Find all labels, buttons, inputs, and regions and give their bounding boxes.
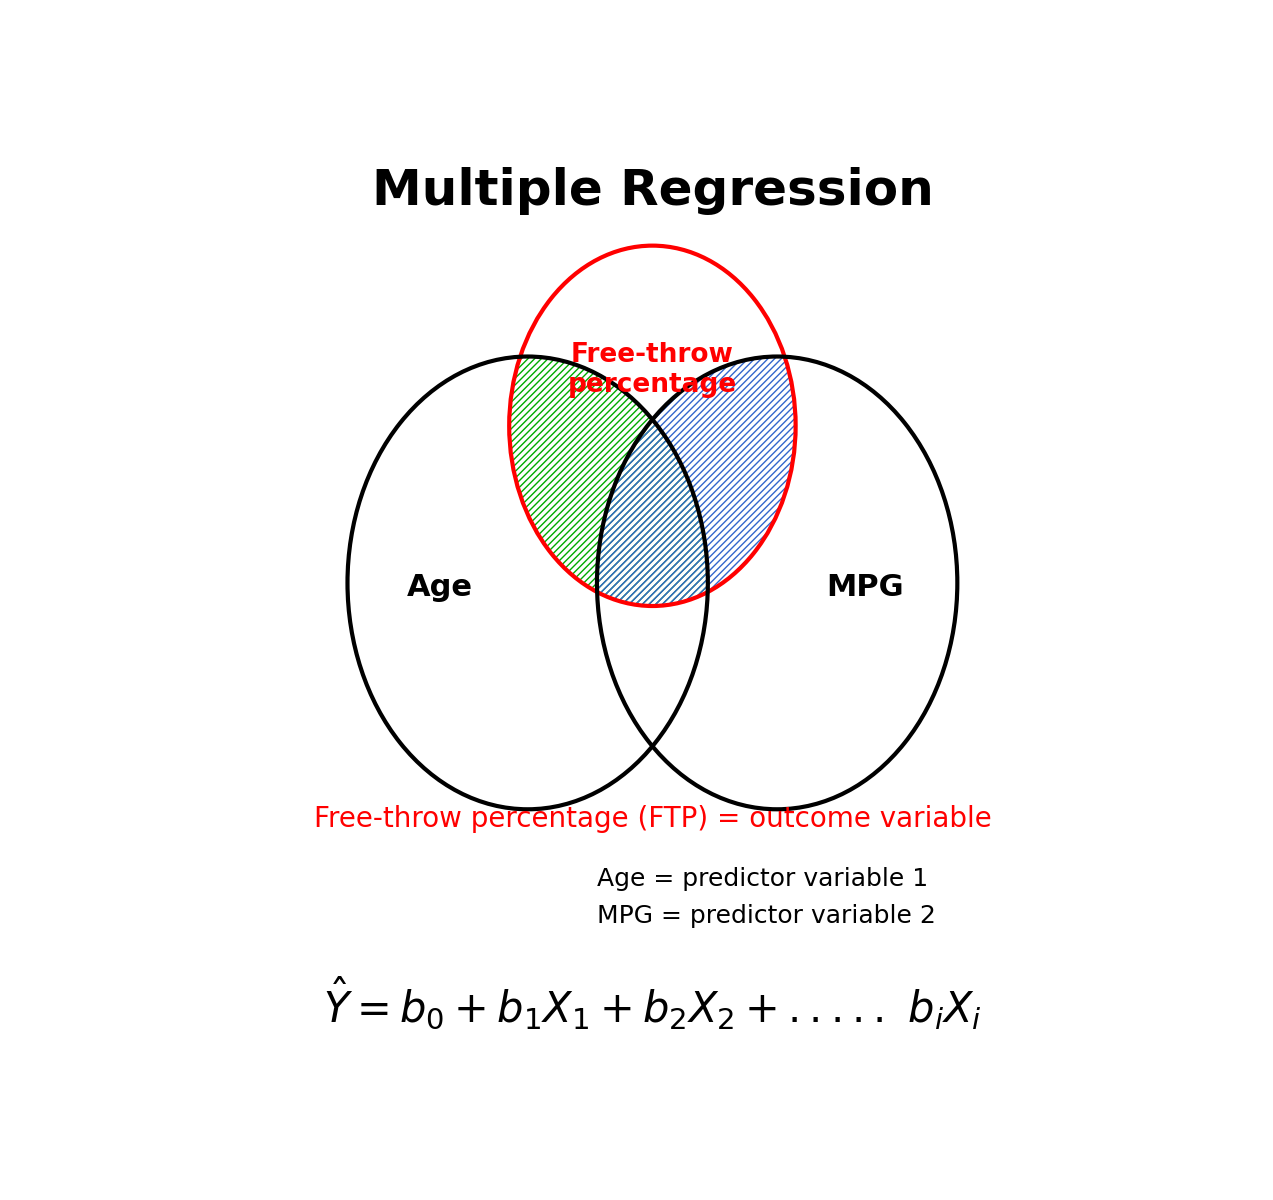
Text: Multiple Regression: Multiple Regression (372, 167, 933, 215)
Text: Age: Age (407, 574, 472, 602)
Text: Free-throw
percentage: Free-throw percentage (568, 342, 737, 398)
Text: Age = predictor variable 1: Age = predictor variable 1 (597, 866, 928, 890)
Text: Free-throw percentage (FTP) = outcome variable: Free-throw percentage (FTP) = outcome va… (313, 804, 992, 833)
Text: MPG = predictor variable 2: MPG = predictor variable 2 (597, 904, 936, 928)
Text: MPG: MPG (826, 574, 904, 602)
Text: $\hat{Y} = b_0 +b_1X_1 + b_2X_2 + ..... \ b_iX_i$: $\hat{Y} = b_0 +b_1X_1 + b_2X_2 + ..... … (323, 976, 981, 1032)
